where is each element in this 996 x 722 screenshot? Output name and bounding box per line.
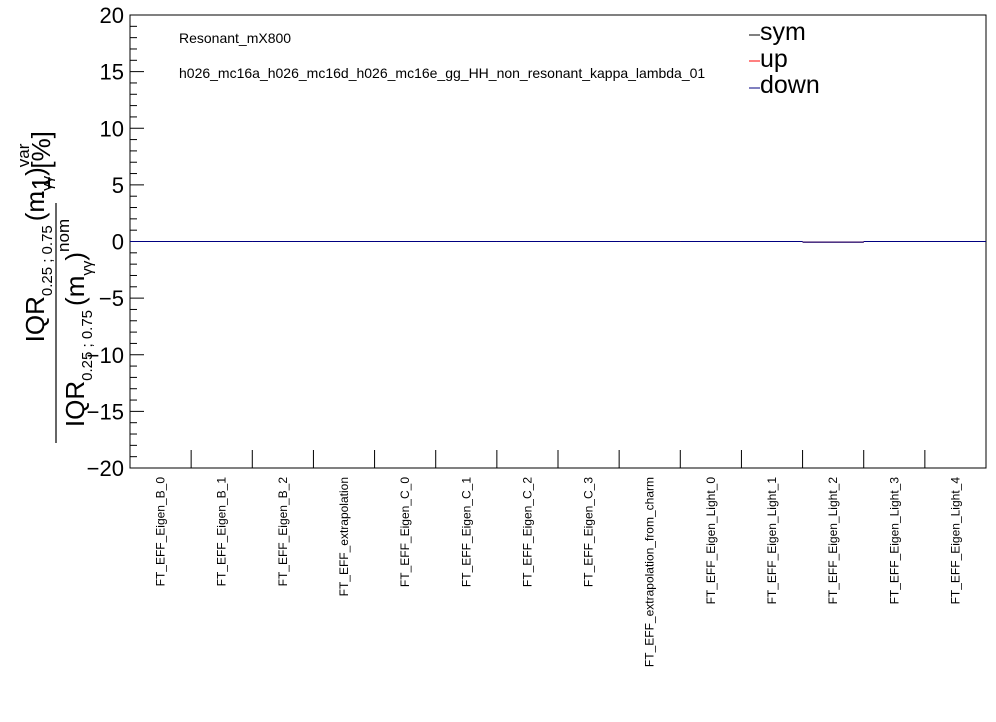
y-axis-title: IQR0.25 ; 0.75(mγγ)var IQR0.25 ; 0.75(mγ… <box>14 131 96 443</box>
x-category-label: FT_EFF_Eigen_B_2 <box>276 477 290 587</box>
y-tick-label: 0 <box>112 230 124 255</box>
y-axis-title-numerator: IQR0.25 ; 0.75(mγγ)var <box>14 143 56 342</box>
x-axis: FT_EFF_Eigen_B_0 FT_EFF_Eigen_B_1 FT_EFF_E… <box>154 450 962 667</box>
x-category-label: FT_EFF_Eigen_B_1 <box>215 477 229 587</box>
y-tick-label: −5 <box>99 286 124 311</box>
annotations: Resonant_mX800 h026_mc16a_h026_mc16d_h02… <box>179 30 705 81</box>
x-category-label: FT_EFF_Eigen_B_0 <box>154 477 168 587</box>
legend: sym up down <box>749 18 820 99</box>
x-category-label: FT_EFF_Eigen_Light_0 <box>704 477 718 605</box>
x-category-label: FT_EFF_extrapolation_from_charm <box>643 477 657 667</box>
annotation-dataset: h026_mc16a_h026_mc16d_h026_mc16e_gg_HH_n… <box>179 65 705 81</box>
y-axis-title-denominator: IQR0.25 ; 0.75(mγγ)nom <box>54 219 96 427</box>
legend-label-down: down <box>760 71 820 99</box>
y-tick-label: 10 <box>100 116 124 141</box>
y-tick-label: −20 <box>87 456 124 481</box>
annotation-sample: Resonant_mX800 <box>179 30 291 46</box>
legend-label-up: up <box>760 45 788 73</box>
y-tick-label: 5 <box>112 173 124 198</box>
x-category-label: FT_EFF_Eigen_C_2 <box>520 477 534 587</box>
x-category-label: FT_EFF_Eigen_C_1 <box>459 477 473 587</box>
y-tick-label: 20 <box>100 3 124 28</box>
x-category-label: FT_EFF_Eigen_Light_3 <box>887 477 901 605</box>
bars <box>130 241 986 243</box>
x-category-label: FT_EFF_Eigen_C_0 <box>398 477 412 587</box>
x-category-label: FT_EFF_Eigen_Light_4 <box>948 477 962 605</box>
y-axis: 20 15 10 5 0 −5 −10 −15 −20 <box>87 3 144 481</box>
x-category-label: FT_EFF_extrapolation <box>337 477 351 596</box>
x-category-label: FT_EFF_Eigen_Light_1 <box>765 477 779 605</box>
y-tick-label: −10 <box>87 343 124 368</box>
y-axis-title-suffix: -1 [%] <box>26 131 56 199</box>
x-category-label: FT_EFF_Eigen_C_3 <box>582 477 596 587</box>
y-tick-label: −15 <box>87 399 124 424</box>
y-tick-label: 15 <box>100 60 124 85</box>
x-category-label: FT_EFF_Eigen_Light_2 <box>826 477 840 605</box>
legend-label-sym: sym <box>760 18 806 46</box>
